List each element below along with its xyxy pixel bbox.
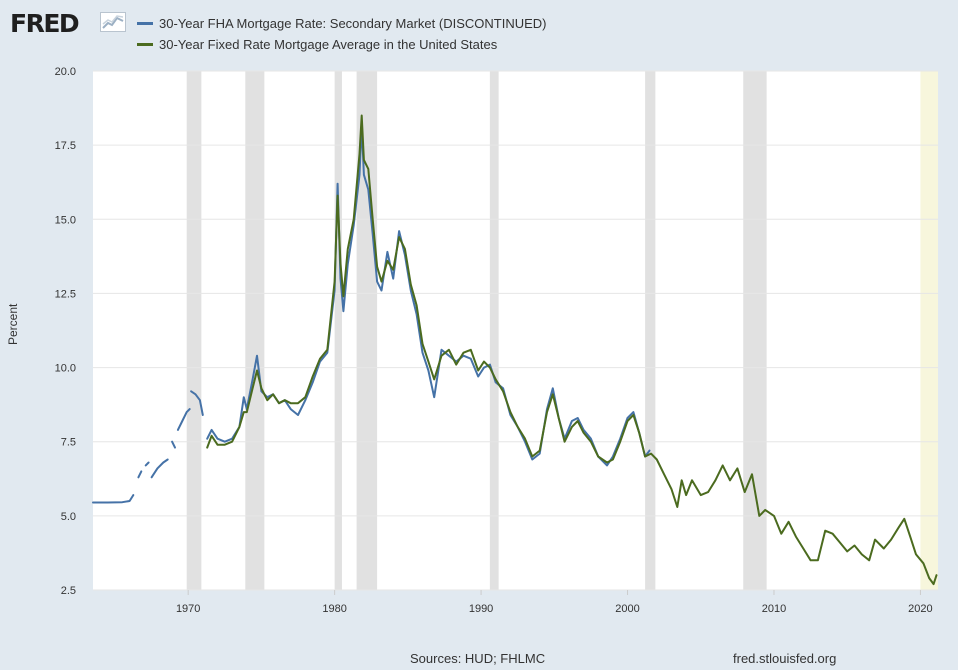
y-tick-12.5: 12.5 — [55, 288, 76, 300]
series-lines — [92, 114, 938, 586]
legend-swatch-fha — [137, 21, 153, 25]
x-tick-1990: 1990 — [469, 603, 493, 615]
x-tick-2000: 2000 — [615, 603, 639, 615]
legend-label-fixed: 30-Year Fixed Rate Mortgage Average in t… — [159, 36, 498, 52]
recession-band-6 — [743, 71, 767, 590]
partial-period-band — [920, 71, 938, 590]
recession-band-1 — [245, 71, 265, 590]
recession-band-5 — [645, 71, 656, 590]
recession-band-4 — [489, 71, 499, 590]
fha-series-line-segment-2 — [144, 461, 150, 467]
y-tick-5.0: 5.0 — [61, 511, 76, 523]
x-tick-2020: 2020 — [908, 603, 932, 615]
x-tick-1970: 1970 — [176, 603, 200, 615]
y-tick-15.0: 15.0 — [55, 214, 76, 226]
y-tick-10.0: 10.0 — [55, 363, 76, 375]
trend-line-icon — [100, 12, 126, 32]
x-tick-labels: 1970 1980 1990 2000 2010 2020 — [176, 590, 933, 615]
recession-band-0 — [186, 71, 202, 590]
recession-band-2 — [334, 71, 342, 590]
y-tick-2.5: 2.5 — [61, 585, 76, 597]
y-tick-20.0: 20.0 — [55, 66, 76, 78]
legend-swatch-fixed — [137, 42, 153, 46]
fha-series-line-segment-1 — [137, 470, 143, 479]
y-tick-17.5: 17.5 — [55, 140, 76, 152]
fha-series-line-segment-5 — [176, 408, 191, 431]
line-chart: 20.017.515.012.510.07.55.02.5 1970 1980 19… — [55, 66, 938, 615]
legend-label-fha: 30-Year FHA Mortgage Rate: Secondary Mar… — [159, 15, 547, 31]
legend-item-fixed[interactable]: 30-Year Fixed Rate Mortgage Average in t… — [137, 35, 497, 53]
grid-lines — [93, 70, 938, 591]
fha-series-line-segment-4 — [171, 440, 176, 449]
plot-background — [93, 71, 938, 590]
y-tick-7.5: 7.5 — [61, 437, 76, 449]
fha-series-line-segment-0 — [92, 494, 135, 504]
x-tick-2010: 2010 — [762, 603, 786, 615]
fha-series-line-segment-3 — [150, 458, 169, 479]
site-link[interactable]: fred.stlouisfed.org — [733, 651, 837, 666]
legend-item-fha[interactable]: 30-Year FHA Mortgage Rate: Secondary Mar… — [137, 14, 547, 32]
fred-logo[interactable]: FRED — [10, 9, 80, 38]
y-tick-labels: 20.0 17.5 15.0 12.5 10.0 7.5 5.0 2.5 — [55, 66, 76, 597]
sources-note: Sources: HUD; FHLMC — [410, 651, 546, 666]
x-tick-1980: 1980 — [322, 603, 346, 615]
fha-series-line-segment-6 — [190, 390, 204, 416]
fixed-series-line-segment-0 — [206, 114, 938, 586]
